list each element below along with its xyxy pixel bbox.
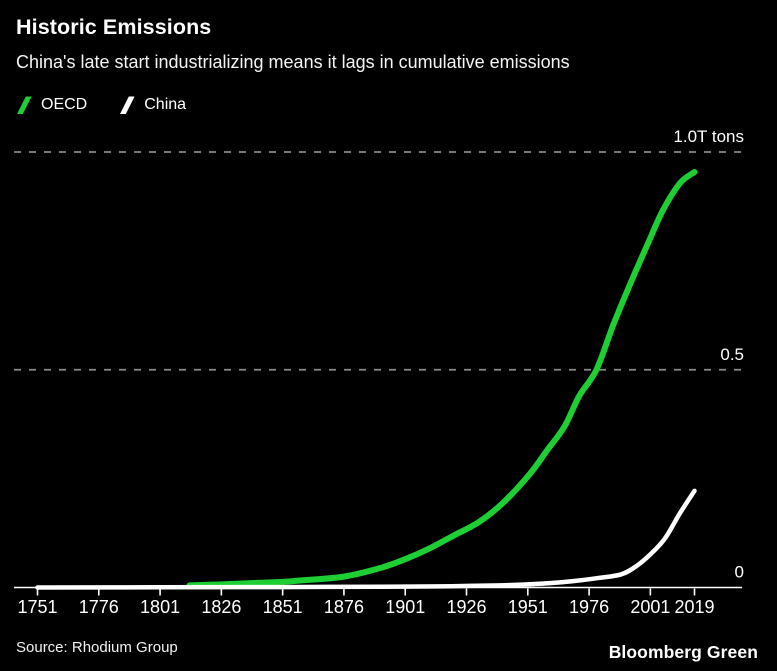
legend: OECD China: [14, 93, 186, 116]
x-axis-tick-label: 2019: [674, 597, 714, 617]
legend-item-china: China: [117, 93, 186, 116]
y-axis-label: 0: [735, 563, 744, 582]
y-axis-label: 0.5: [720, 345, 744, 364]
series-oecd-line: [186, 169, 698, 589]
legend-item-oecd: OECD: [14, 93, 87, 116]
china-slash-icon: [120, 96, 135, 114]
x-axis-tick-label: 1826: [201, 597, 241, 617]
legend-label-oecd: OECD: [41, 95, 88, 113]
x-axis-tick-label: 1951: [508, 597, 548, 617]
y-axis-label: 1.0T tons: [673, 127, 744, 146]
x-axis-tick-label: 1901: [385, 597, 425, 617]
chart-title: Historic Emissions: [16, 15, 212, 39]
bloomberg-green-logo: Bloomberg Green: [608, 642, 758, 662]
china-slash-shape: [120, 96, 135, 114]
legend-label-china: China: [144, 95, 187, 113]
x-axis-tick-label: 1851: [263, 597, 303, 617]
x-axis-tick-label: 1801: [140, 597, 180, 617]
series-china-line: [35, 488, 697, 590]
x-axis-tick-label: 2001: [630, 597, 670, 617]
x-axis-tick-label: 1751: [17, 597, 57, 617]
oecd-slash-icon: [17, 96, 32, 114]
chart-subtitle: China's late start industrializing means…: [16, 52, 570, 72]
oecd-slash-shape: [17, 96, 32, 114]
x-axis-tick-label: 1876: [324, 597, 364, 617]
x-axis-tick-label: 1776: [79, 597, 119, 617]
x-axis-tick-label: 1926: [446, 597, 486, 617]
x-axis-tick-label: 1976: [569, 597, 609, 617]
source-note: Source: Rhodium Group: [16, 639, 178, 656]
